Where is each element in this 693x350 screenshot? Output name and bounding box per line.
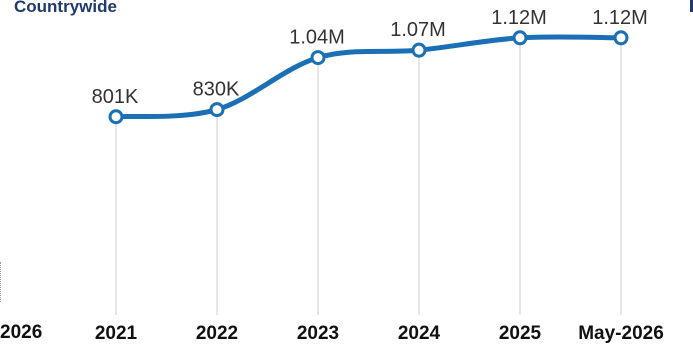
data-label: 1.07M <box>390 19 446 41</box>
data-label: 830K <box>193 79 240 101</box>
x-tick-label: 2025 <box>499 323 542 344</box>
data-point-2022 <box>209 102 225 118</box>
x-axis-ticks: 2021 2022 2023 2024 2025 May-2026 <box>95 323 664 344</box>
x-tick-label: May-2026 <box>578 323 664 344</box>
grid-layer <box>115 37 622 315</box>
series-line <box>113 34 624 120</box>
edge-ticks <box>0 262 4 302</box>
data-point-May-2026 <box>613 30 629 46</box>
x-tick-label: 2022 <box>196 323 238 344</box>
data-label: 801K <box>92 86 139 108</box>
label-layer: 801K 830K 1.04M 1.07M 1.12M 1.12M <box>92 7 648 108</box>
data-label: 1.12M <box>491 7 547 29</box>
data-label: 1.12M <box>592 7 648 29</box>
edge-year-label: 2026 <box>0 322 43 343</box>
point-layer <box>108 30 629 125</box>
x-tick-label: 2024 <box>398 323 441 344</box>
x-tick-label: 2021 <box>95 323 138 344</box>
data-point-2025 <box>512 30 528 46</box>
data-point-2024 <box>411 42 427 58</box>
data-label: 1.04M <box>289 27 345 49</box>
series-label: Countrywide <box>14 0 117 16</box>
x-tick-label: 2023 <box>297 323 339 344</box>
data-point-2023 <box>310 50 326 66</box>
data-point-2021 <box>108 109 124 125</box>
line-layer <box>113 34 624 120</box>
edge-bar <box>690 0 693 12</box>
